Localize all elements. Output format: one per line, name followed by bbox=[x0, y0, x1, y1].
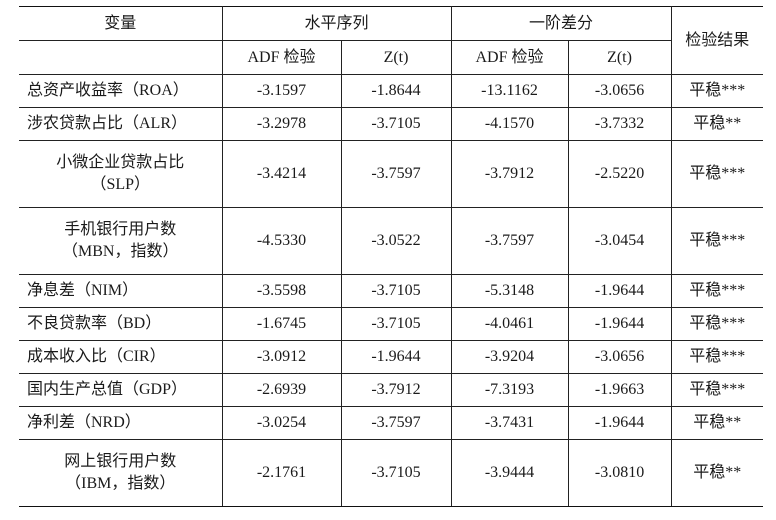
adf-level-value: -3.0254 bbox=[221, 406, 342, 440]
variable-name: 净息差（NIM） bbox=[19, 274, 223, 308]
adf-diff-value: -4.0461 bbox=[450, 307, 569, 341]
adf-level-value: -3.0912 bbox=[221, 340, 342, 374]
zt-level-value: -3.7912 bbox=[340, 373, 452, 407]
test-result: 平稳*** bbox=[670, 307, 764, 341]
adf-diff-value: -3.7431 bbox=[450, 406, 569, 440]
variable-name: 手机银行用户数 （MBN，指数） bbox=[19, 207, 223, 275]
variable-name: 涉农贷款占比（ALR） bbox=[19, 107, 223, 141]
adf-level-value: -2.1761 bbox=[221, 439, 342, 507]
adf-diff-value: -3.7597 bbox=[450, 207, 569, 275]
zt-level-value: -1.8644 bbox=[340, 74, 452, 108]
adf-level-value: -3.5598 bbox=[221, 274, 342, 308]
variable-name: 小微企业贷款占比 （SLP） bbox=[19, 140, 223, 208]
header-zt-level: Z(t) bbox=[340, 40, 452, 75]
adf-level-value: -1.6745 bbox=[221, 307, 342, 341]
adf-diff-value: -7.3193 bbox=[450, 373, 569, 407]
zt-level-value: -3.0522 bbox=[340, 207, 452, 275]
adf-level-value: -2.6939 bbox=[221, 373, 342, 407]
zt-diff-value: -1.9644 bbox=[567, 274, 672, 308]
header-row-1: 变量 水平序列 一阶差分 检验结果 bbox=[19, 6, 764, 75]
test-result: 平稳** bbox=[670, 107, 764, 141]
zt-level-value: -3.7597 bbox=[340, 406, 452, 440]
variable-name: 净利差（NRD） bbox=[19, 406, 223, 440]
variable-name-line2: （SLP） bbox=[90, 176, 151, 193]
zt-diff-value: -1.9663 bbox=[567, 373, 672, 407]
adf-diff-value: -3.9204 bbox=[450, 340, 569, 374]
variable-name: 成本收入比（CIR） bbox=[19, 340, 223, 374]
zt-diff-value: -3.7332 bbox=[567, 107, 672, 141]
zt-diff-value: -3.0656 bbox=[567, 74, 672, 108]
table-row: 净息差（NIM） -3.5598 -3.7105 -5.3148 -1.9644… bbox=[19, 274, 764, 308]
adf-diff-value: -5.3148 bbox=[450, 274, 569, 308]
table-row: 总资产收益率（ROA） -3.1597 -1.8644 -13.1162 -3.… bbox=[19, 74, 764, 108]
variable-name: 不良贷款率（BD） bbox=[19, 307, 223, 341]
test-result: 平稳** bbox=[670, 439, 764, 507]
test-result: 平稳*** bbox=[670, 274, 764, 308]
zt-diff-value: -3.0454 bbox=[567, 207, 672, 275]
zt-diff-value: -2.5220 bbox=[567, 140, 672, 208]
adf-diff-value: -3.7912 bbox=[450, 140, 569, 208]
test-result: 平稳*** bbox=[670, 74, 764, 108]
test-result: 平稳** bbox=[670, 406, 764, 440]
adf-level-value: -4.5330 bbox=[221, 207, 342, 275]
table-row: 国内生产总值（GDP） -2.6939 -3.7912 -7.3193 -1.9… bbox=[19, 373, 764, 407]
header-first-difference: 一阶差分 bbox=[450, 6, 672, 41]
adf-level-value: -3.1597 bbox=[221, 74, 342, 108]
header-zt-diff: Z(t) bbox=[567, 40, 672, 75]
variable-name-line1: 网上银行用户数 bbox=[64, 453, 177, 470]
stationarity-test-table: 变量 水平序列 一阶差分 检验结果 ADF 检验 Z(t) ADF 检验 Z(t… bbox=[19, 6, 764, 507]
table-row: 净利差（NRD） -3.0254 -3.7597 -3.7431 -1.9644… bbox=[19, 406, 764, 440]
table-row: 小微企业贷款占比 （SLP） -3.4214 -3.7597 -3.7912 -… bbox=[19, 140, 764, 208]
header-level-series: 水平序列 bbox=[221, 6, 452, 41]
adf-level-value: -3.4214 bbox=[221, 140, 342, 208]
table-container: 变量 水平序列 一阶差分 检验结果 ADF 检验 Z(t) ADF 检验 Z(t… bbox=[19, 6, 764, 507]
variable-name: 总资产收益率（ROA） bbox=[19, 74, 223, 108]
zt-level-value: -3.7105 bbox=[340, 107, 452, 141]
adf-level-value: -3.2978 bbox=[221, 107, 342, 141]
zt-level-value: -3.7105 bbox=[340, 307, 452, 341]
table-row: 不良贷款率（BD） -1.6745 -3.7105 -4.0461 -1.964… bbox=[19, 307, 764, 341]
test-result: 平稳*** bbox=[670, 207, 764, 275]
zt-diff-value: -1.9644 bbox=[567, 307, 672, 341]
zt-level-value: -3.7105 bbox=[340, 274, 452, 308]
variable-name-line2: （MBN，指数） bbox=[62, 243, 179, 260]
header-test-result: 检验结果 bbox=[670, 6, 764, 75]
zt-level-value: -3.7597 bbox=[340, 140, 452, 208]
header-variable-blank bbox=[19, 40, 223, 75]
test-result: 平稳*** bbox=[670, 140, 764, 208]
variable-name: 国内生产总值（GDP） bbox=[19, 373, 223, 407]
zt-level-value: -1.9644 bbox=[340, 340, 452, 374]
header-adf-level: ADF 检验 bbox=[221, 40, 342, 75]
table-row: 网上银行用户数 （IBM，指数） -2.1761 -3.7105 -3.9444… bbox=[19, 439, 764, 507]
adf-diff-value: -4.1570 bbox=[450, 107, 569, 141]
header-row-2: ADF 检验 Z(t) ADF 检验 Z(t) bbox=[19, 40, 763, 75]
variable-name-line2: （IBM，指数） bbox=[65, 475, 176, 492]
table-row: 涉农贷款占比（ALR） -3.2978 -3.7105 -4.1570 -3.7… bbox=[19, 107, 764, 141]
header-variable: 变量 bbox=[19, 6, 223, 41]
test-result: 平稳*** bbox=[670, 340, 764, 374]
test-result: 平稳*** bbox=[670, 373, 764, 407]
adf-diff-value: -3.9444 bbox=[450, 439, 569, 507]
header-adf-diff: ADF 检验 bbox=[450, 40, 569, 75]
table-row: 手机银行用户数 （MBN，指数） -4.5330 -3.0522 -3.7597… bbox=[19, 207, 764, 275]
variable-name-line1: 小微企业贷款占比 bbox=[56, 154, 185, 171]
variable-name-line1: 手机银行用户数 bbox=[64, 221, 177, 238]
zt-diff-value: -1.9644 bbox=[567, 406, 672, 440]
variable-name: 网上银行用户数 （IBM，指数） bbox=[19, 439, 223, 507]
adf-diff-value: -13.1162 bbox=[450, 74, 569, 108]
table-row: 成本收入比（CIR） -3.0912 -1.9644 -3.9204 -3.06… bbox=[19, 340, 764, 374]
zt-diff-value: -3.0810 bbox=[567, 439, 672, 507]
zt-diff-value: -3.0656 bbox=[567, 340, 672, 374]
zt-level-value: -3.7105 bbox=[340, 439, 452, 507]
